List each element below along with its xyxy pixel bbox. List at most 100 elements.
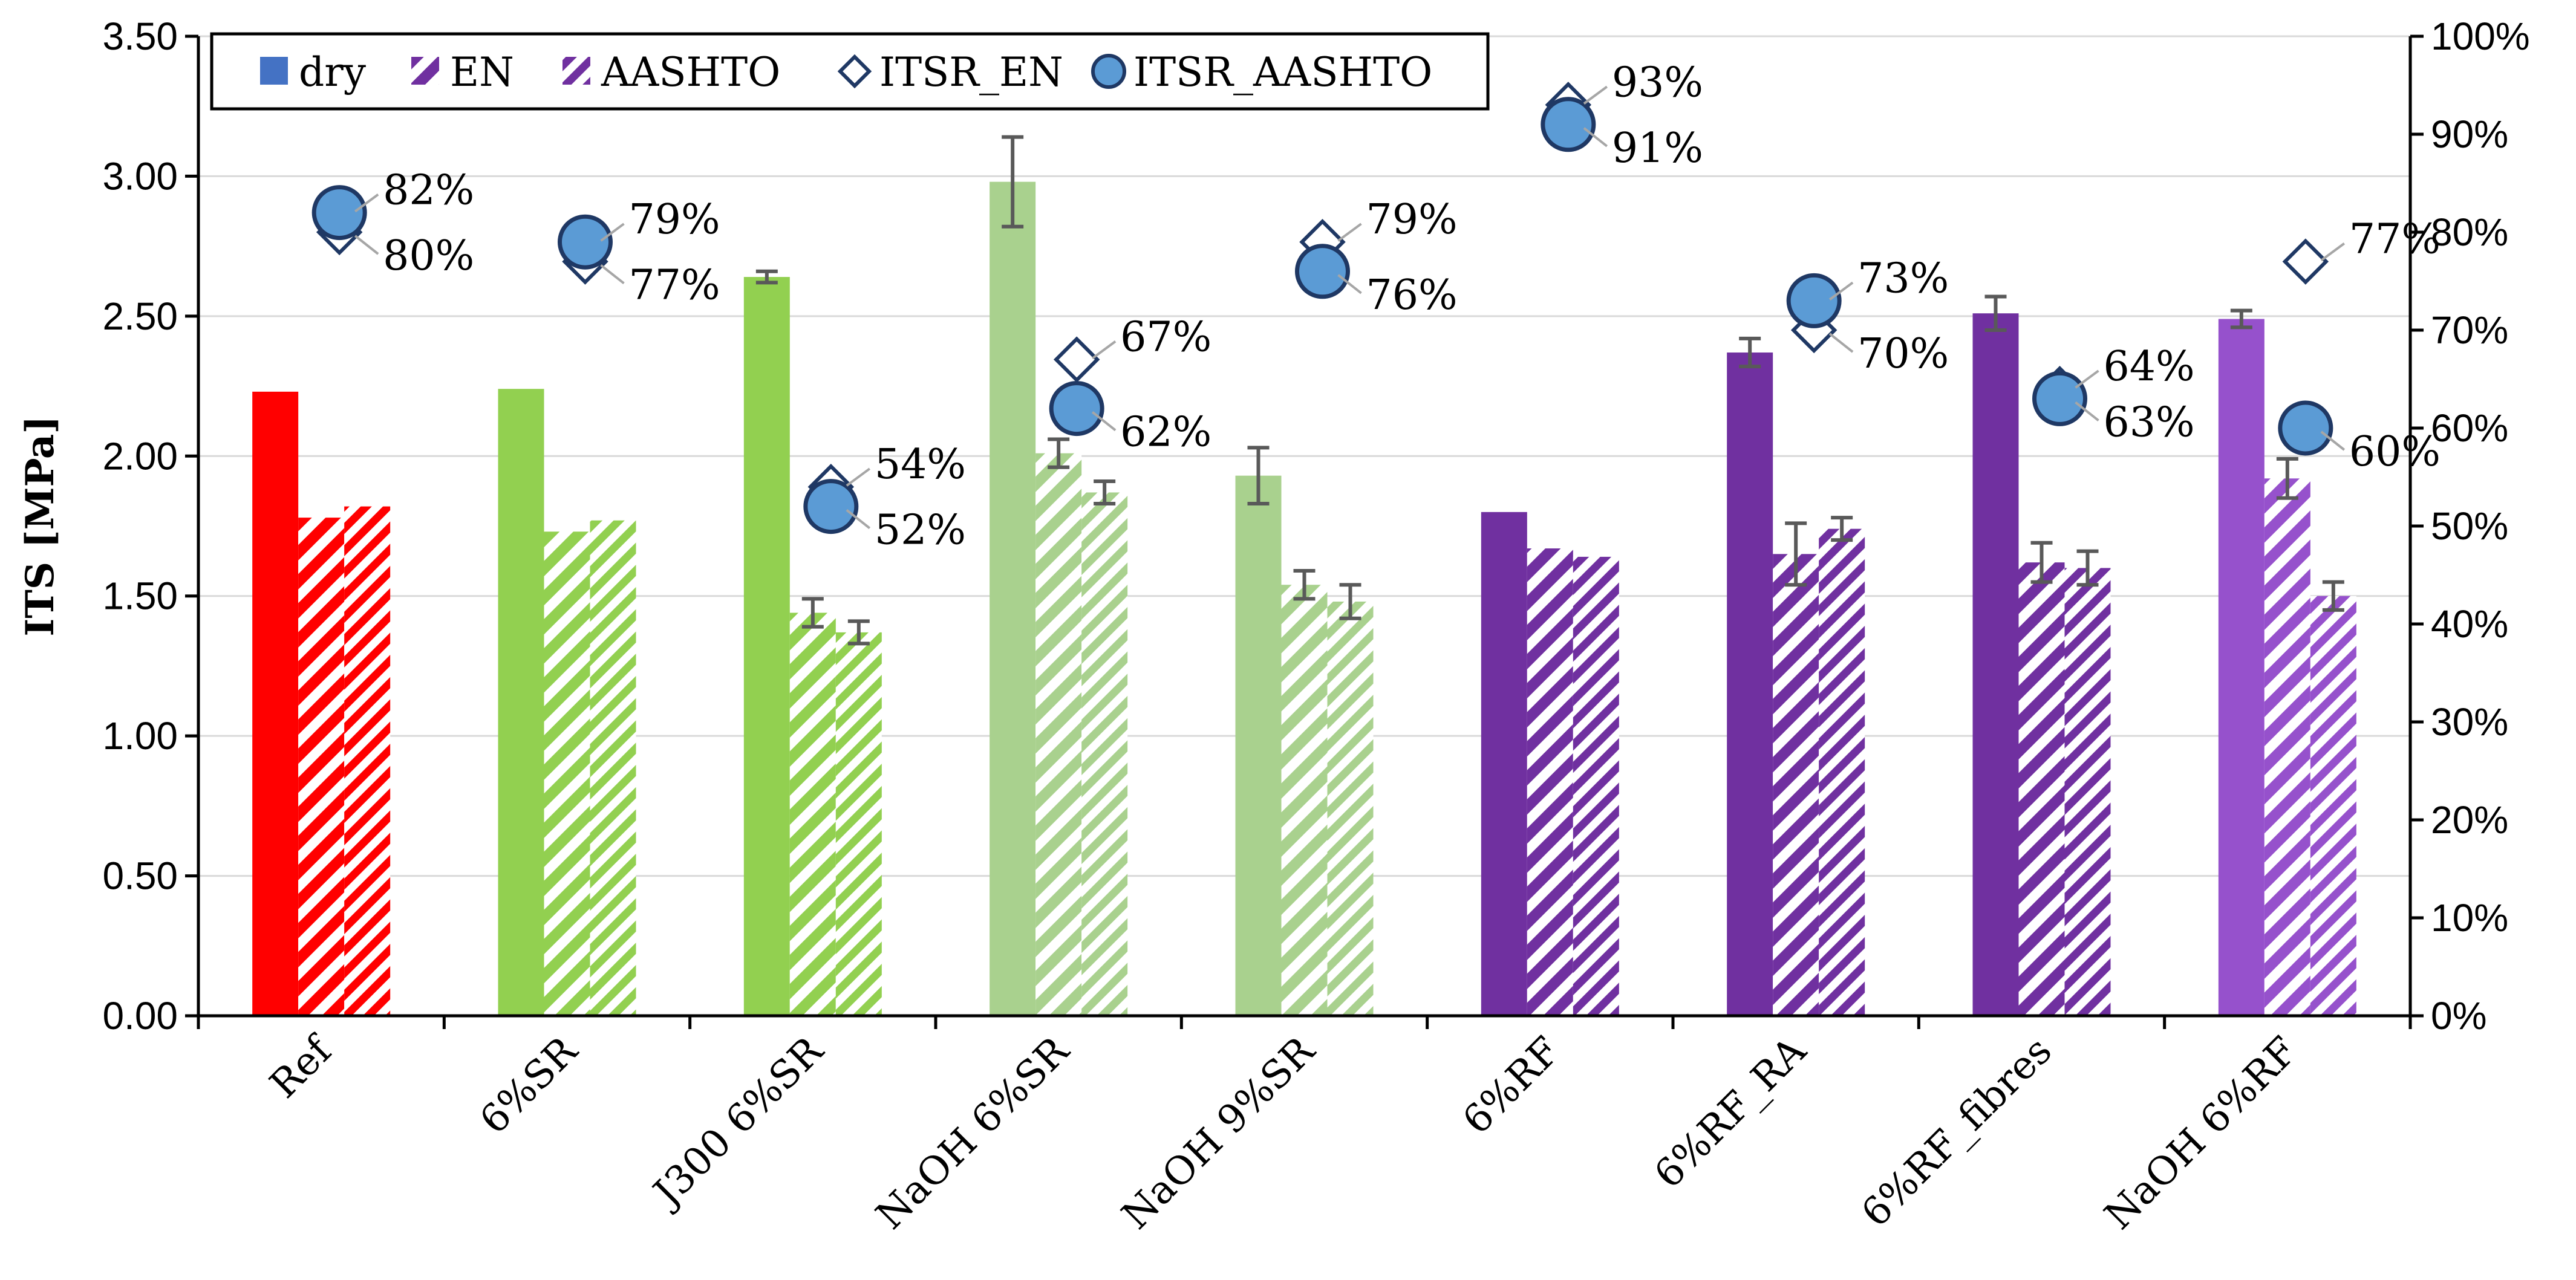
y-tick-label: 2.50: [102, 294, 178, 338]
itsr-aashto-marker: [803, 479, 859, 534]
bars: [252, 181, 2356, 1016]
itsr-leader-line: [1337, 223, 1362, 242]
category-label: Ref: [262, 1027, 342, 1107]
itsr-leader-line: [1091, 411, 1117, 432]
y2-tick-label: 90%: [2431, 112, 2508, 156]
category-label: NaOH 9%SR: [1114, 1028, 1324, 1238]
category-label: NaOH 6%RF: [2096, 1028, 2306, 1238]
legend-label: AASHTO: [601, 49, 780, 96]
y2-tick-label: 50%: [2431, 504, 2508, 548]
itsr-label-lower: 60%: [2349, 428, 2441, 476]
bar-en: [1281, 585, 1328, 1016]
bar-aashto: [590, 520, 636, 1016]
itsr-leader-line: [846, 509, 871, 530]
itsr-aashto-marker: [1049, 381, 1104, 437]
category-label: 6%RF_fibres: [1853, 1028, 2061, 1236]
category-label: J300 6%SR: [643, 1028, 833, 1218]
itsr-label-upper: 64%: [2104, 343, 2195, 391]
bar-dry: [1727, 352, 1773, 1016]
bar-dry: [743, 277, 790, 1016]
bar-dry: [1481, 512, 1527, 1016]
itsr-leader-line: [1091, 340, 1117, 360]
category-label: 6%RF_RA: [1646, 1028, 1816, 1197]
y-tick-label: 1.00: [102, 714, 178, 758]
y2-tick-label: 30%: [2431, 700, 2508, 744]
itsr-label-lower: 91%: [1612, 125, 1703, 172]
itsr-label-lower: 77%: [629, 262, 720, 310]
bar-aashto: [1081, 492, 1128, 1016]
itsr-label-upper: 79%: [629, 196, 720, 244]
itsr-aashto-marker: [1786, 273, 1842, 328]
itsr-leader-line: [1337, 274, 1362, 294]
category-label: 6%RF: [1455, 1028, 1570, 1143]
itsr-label-upper: 67%: [1120, 314, 1211, 362]
itsr-label-upper: 77%: [2349, 216, 2441, 264]
itsr-leader-line: [846, 467, 871, 487]
y2-tick-label: 60%: [2431, 406, 2508, 450]
itsr-en-marker: [2282, 238, 2329, 285]
bar-aashto: [1327, 601, 1374, 1016]
itsr-aashto-marker: [1541, 97, 1596, 152]
legend-swatch-dry: [260, 57, 288, 85]
bar-dry: [1235, 475, 1282, 1016]
legend-marker-itsr-en: [837, 54, 872, 89]
y-tick-label: 2.00: [102, 434, 178, 478]
y2-tick-label: 10%: [2431, 896, 2508, 940]
category-label: NaOH 6%SR: [868, 1028, 1078, 1238]
bar-dry: [2218, 319, 2265, 1016]
itsr-leader-line: [2320, 242, 2346, 262]
itsr-label-lower: 62%: [1120, 409, 1211, 456]
legend-label: dry: [299, 49, 367, 96]
itsr-aashto-marker: [2278, 400, 2333, 456]
itsr-label-lower: 52%: [875, 507, 966, 554]
itsr-leader-line: [600, 223, 625, 242]
y-tick-label: 0.50: [102, 854, 178, 898]
legend-swatch-en: [411, 57, 439, 85]
legend-label: EN: [450, 49, 514, 96]
bar-aashto: [2310, 596, 2356, 1016]
itsr-aashto-marker: [2032, 371, 2087, 426]
itsr-markers: [311, 82, 2333, 534]
itsr-leader-line: [1828, 333, 1854, 353]
itsr-leader-line: [2075, 369, 2099, 389]
itsr-leader-line: [1583, 127, 1608, 148]
bar-en: [1527, 548, 1573, 1016]
itsr-en-marker: [1053, 336, 1100, 383]
y2-tick-label: 100%: [2431, 15, 2530, 58]
bar-aashto: [1819, 528, 1865, 1016]
y-tick-label: 3.00: [102, 154, 178, 198]
itsr-label-lower: 70%: [1857, 330, 1949, 378]
y-tick-label: 3.50: [102, 15, 178, 58]
bar-dry: [990, 181, 1036, 1016]
y2-tick-label: 70%: [2431, 308, 2508, 352]
bar-aashto: [2064, 568, 2111, 1016]
itsr-aashto-marker: [1295, 244, 1350, 299]
bar-dry: [498, 389, 544, 1016]
itsr-label-upper: 93%: [1612, 59, 1703, 106]
itsr-label-upper: 73%: [1857, 255, 1949, 302]
bar-en: [298, 518, 345, 1016]
bar-en: [1773, 554, 1819, 1016]
legend-swatch-aashto: [562, 57, 590, 85]
bar-aashto: [1573, 556, 1619, 1016]
itsr-leader-line: [2075, 401, 2099, 421]
itsr-aashto-marker: [558, 214, 613, 270]
bar-en: [2264, 478, 2310, 1016]
bar-en: [544, 531, 590, 1016]
itsr-label-lower: 76%: [1366, 271, 1458, 319]
y2-tick-label: 20%: [2431, 798, 2508, 842]
y2-tick-label: 80%: [2431, 210, 2508, 254]
y-tick-label: 1.50: [102, 574, 178, 618]
legend-label: ITSR_EN: [879, 49, 1063, 96]
itsr-label-lower: 63%: [2104, 398, 2195, 446]
itsr-leader-line: [1828, 281, 1854, 301]
itsr-leader-line: [2320, 430, 2346, 451]
itsr-label-upper: 82%: [383, 167, 474, 215]
bar-dry: [1972, 313, 2019, 1016]
y-tick-label: 0.00: [102, 994, 178, 1038]
y-axis-title: ITS [MPa]: [18, 415, 63, 636]
itsr-labels: 82% 80% 79% 77% 54% 52% 67% 62% 79% 76% 93% 91% 73% 7…: [354, 59, 2441, 554]
itsr-label-upper: 79%: [1366, 196, 1458, 244]
y2-tick-label: 40%: [2431, 602, 2508, 646]
